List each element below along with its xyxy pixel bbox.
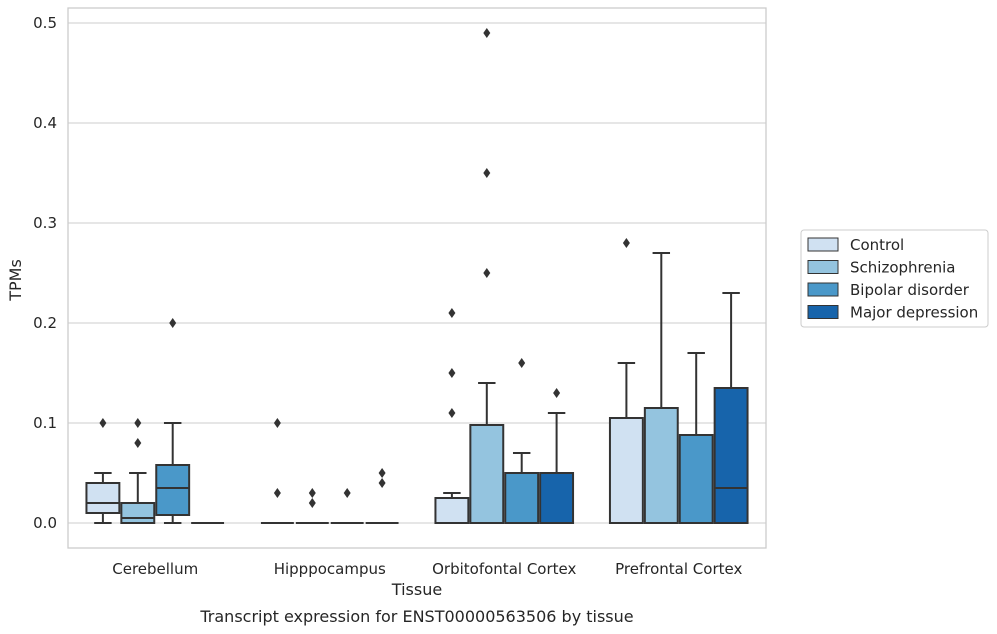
y-tick-label: 0.1: [33, 414, 57, 432]
legend-swatch: [807, 305, 839, 319]
outlier-point: [448, 308, 456, 318]
outlier-point: [378, 478, 386, 488]
x-tick-label: Cerebellum: [112, 560, 198, 578]
box: [120, 502, 156, 524]
box: [539, 472, 575, 524]
legend-entry-label: Schizophrenia: [850, 259, 955, 277]
box: [434, 497, 470, 524]
outlier-point: [308, 488, 316, 498]
legend-entry-label: Control: [850, 236, 904, 254]
y-tick-label: 0.5: [33, 14, 57, 32]
box: [504, 472, 540, 524]
outlier-point: [343, 488, 351, 498]
box: [643, 407, 679, 524]
legend-frame: [800, 229, 989, 328]
box: [469, 424, 505, 524]
legend-swatch: [807, 260, 839, 274]
outlier-point: [483, 168, 491, 178]
x-tick-label: Orbitofontal Cortex: [432, 560, 576, 578]
box: [713, 387, 749, 524]
x-axis-label: Tissue: [391, 580, 442, 599]
box: [155, 464, 191, 516]
box: [608, 417, 644, 524]
outlier-point: [134, 438, 142, 448]
outlier-point: [483, 28, 491, 38]
outlier-point: [308, 498, 316, 508]
outlier-point: [448, 408, 456, 418]
plot-frame: [67, 7, 767, 549]
y-tick-label: 0.4: [33, 114, 57, 132]
x-tick-label: Prefrontal Cortex: [615, 560, 742, 578]
outlier-point: [99, 418, 107, 428]
outlier-point: [273, 488, 281, 498]
outlier-point: [169, 318, 177, 328]
outlier-point: [483, 268, 491, 278]
outlier-point: [273, 418, 281, 428]
y-tick-label: 0.2: [33, 314, 57, 332]
outlier-point: [134, 418, 142, 428]
legend-entry-label: Bipolar disorder: [850, 281, 970, 299]
outlier-point: [622, 238, 630, 248]
x-tick-label: Hipppocampus: [274, 560, 386, 578]
box: [85, 482, 121, 514]
outlier-point: [448, 368, 456, 378]
y-axis-label: TPMs: [6, 259, 25, 302]
plot-area: 0.0 0.1 0.2 0.3 0.4 0.5 Cerebellum Hipppocampus…: [33, 7, 767, 578]
legend-swatch: [807, 282, 839, 297]
outlier-point: [553, 388, 561, 398]
y-tick-label: 0.3: [33, 214, 57, 232]
outlier-point: [378, 468, 386, 478]
legend: Control Schizophrenia Bipolar disorder Majo…: [800, 229, 989, 328]
legend-entry-label: Major depression: [850, 304, 978, 322]
legend-swatch: [807, 237, 839, 252]
chart-title: Transcript expression for ENST0000056350…: [199, 607, 633, 626]
outlier-point: [518, 358, 526, 368]
y-tick-label: 0.0: [33, 514, 57, 532]
box: [678, 434, 714, 524]
